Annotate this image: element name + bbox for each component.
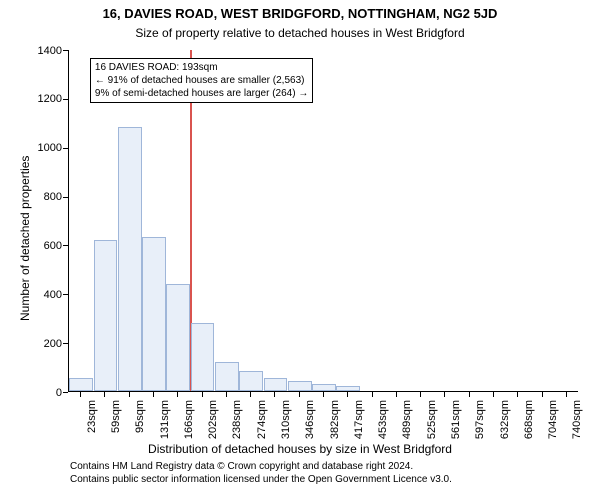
x-tick-mark <box>469 392 470 397</box>
x-tick-label: 668sqm <box>523 400 535 480</box>
x-tick-mark <box>444 392 445 397</box>
histogram-bar <box>215 362 239 391</box>
x-tick-mark <box>153 392 154 397</box>
annotation-line-3: 9% of semi-detached houses are larger (2… <box>95 87 308 100</box>
x-tick-label: 704sqm <box>547 400 559 480</box>
attribution-text: Contains HM Land Registry data © Crown c… <box>70 460 452 486</box>
annotation-line-1: 16 DAVIES ROAD: 193sqm <box>95 61 308 74</box>
x-tick-mark <box>566 392 567 397</box>
x-tick-mark <box>542 392 543 397</box>
y-tick-label: 200 <box>28 338 62 350</box>
x-tick-mark <box>299 392 300 397</box>
annotation-box: 16 DAVIES ROAD: 193sqm ← 91% of detached… <box>90 58 313 103</box>
x-tick-mark <box>372 392 373 397</box>
x-tick-mark <box>493 392 494 397</box>
x-tick-mark <box>177 392 178 397</box>
y-tick-mark <box>63 392 68 393</box>
histogram-bar <box>118 127 142 391</box>
y-tick-mark <box>63 197 68 198</box>
histogram-bar <box>312 384 336 391</box>
x-tick-mark <box>347 392 348 397</box>
y-tick-mark <box>63 245 68 246</box>
x-tick-mark <box>250 392 251 397</box>
chart-title: 16, DAVIES ROAD, WEST BRIDGFORD, NOTTING… <box>0 6 600 21</box>
y-tick-label: 1200 <box>28 93 62 105</box>
y-tick-mark <box>63 148 68 149</box>
x-tick-mark <box>202 392 203 397</box>
x-tick-mark <box>104 392 105 397</box>
x-tick-mark <box>323 392 324 397</box>
y-tick-label: 800 <box>28 191 62 203</box>
y-tick-label: 600 <box>28 240 62 252</box>
y-tick-mark <box>63 343 68 344</box>
annotation-line-2: ← 91% of detached houses are smaller (2,… <box>95 74 308 87</box>
x-tick-mark <box>396 392 397 397</box>
x-tick-mark <box>420 392 421 397</box>
chart-container: { "title": "16, DAVIES ROAD, WEST BRIDGF… <box>0 0 600 500</box>
histogram-bar <box>239 371 263 391</box>
y-tick-mark <box>63 50 68 51</box>
y-tick-label: 1000 <box>28 142 62 154</box>
histogram-bar <box>191 323 215 391</box>
histogram-bar <box>69 378 93 391</box>
x-tick-mark <box>80 392 81 397</box>
plot-area: 16 DAVIES ROAD: 193sqm ← 91% of detached… <box>68 50 578 392</box>
x-tick-mark <box>517 392 518 397</box>
histogram-bar <box>264 378 288 391</box>
histogram-bar <box>288 381 312 391</box>
y-tick-mark <box>63 294 68 295</box>
y-tick-label: 1400 <box>28 45 62 57</box>
x-tick-label: 632sqm <box>499 400 511 480</box>
x-tick-label: 740sqm <box>571 400 583 480</box>
y-tick-mark <box>63 99 68 100</box>
histogram-bar <box>94 240 118 391</box>
y-tick-label: 0 <box>28 387 62 399</box>
histogram-bar <box>336 386 360 391</box>
attribution-line-1: Contains HM Land Registry data © Crown c… <box>70 460 452 473</box>
attribution-line-2: Contains public sector information licen… <box>70 473 452 486</box>
chart-subtitle: Size of property relative to detached ho… <box>0 26 600 40</box>
x-tick-mark <box>129 392 130 397</box>
histogram-bar <box>166 284 190 391</box>
y-tick-label: 400 <box>28 289 62 301</box>
histogram-bar <box>142 237 166 391</box>
x-tick-label: 597sqm <box>474 400 486 480</box>
x-tick-mark <box>274 392 275 397</box>
x-tick-mark <box>226 392 227 397</box>
